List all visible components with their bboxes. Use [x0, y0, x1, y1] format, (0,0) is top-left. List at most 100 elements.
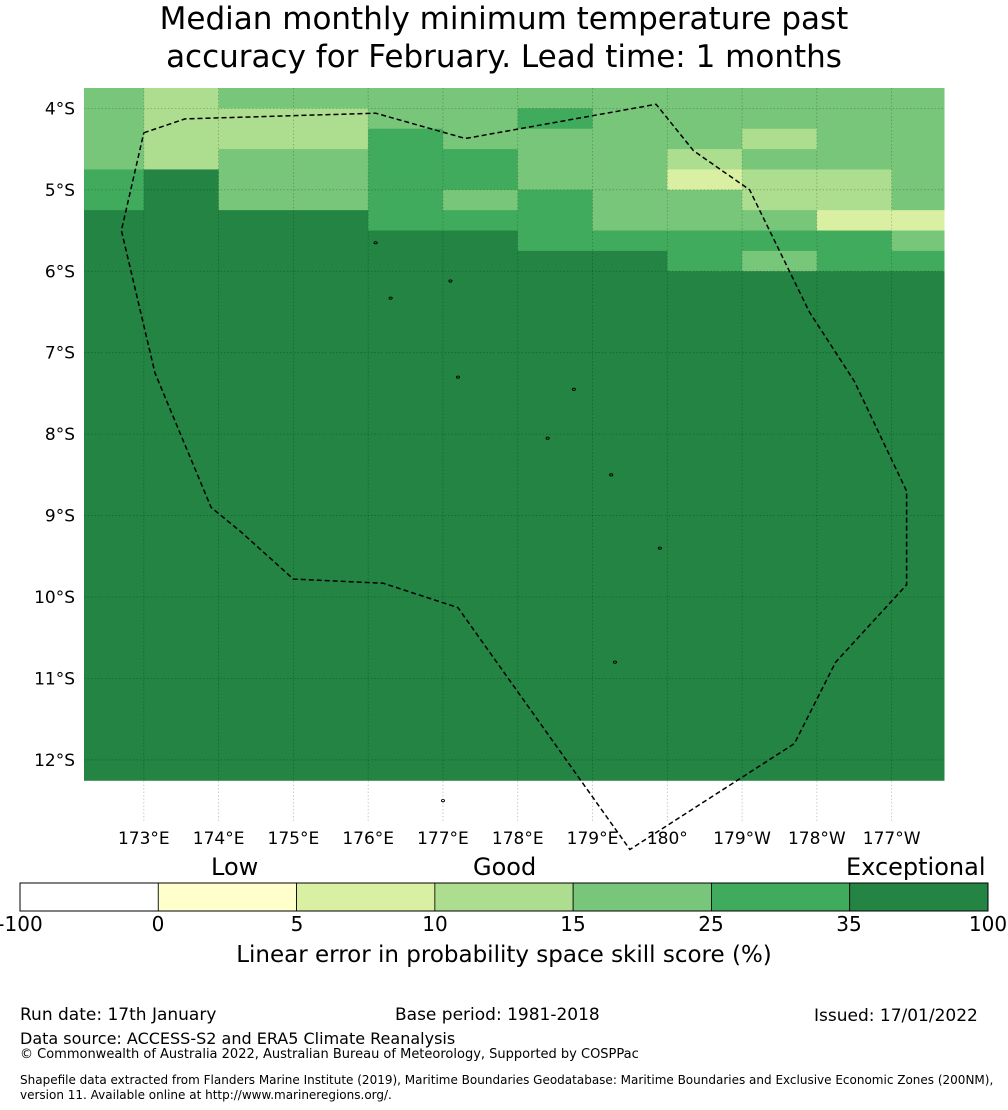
grid-cell	[742, 291, 818, 313]
grid-cell	[368, 169, 444, 191]
base-period: Base period: 1981-2018	[395, 1005, 600, 1025]
grid-cell	[84, 576, 145, 598]
run-date: Run date: 17th January	[20, 1005, 217, 1025]
grid-cell	[84, 352, 145, 374]
grid-cell	[442, 230, 519, 252]
colorbar-category-low: Low	[211, 853, 259, 881]
grid-cell	[667, 108, 743, 130]
grid-cell	[517, 576, 594, 598]
grid-cell	[368, 739, 444, 761]
grid-cell	[368, 393, 444, 415]
grid-cell	[517, 759, 594, 781]
grid-cell	[517, 413, 594, 435]
grid-cell	[143, 597, 220, 618]
grid-cell	[84, 759, 145, 781]
chart-title: Median monthly minimum temperature past …	[0, 0, 1008, 76]
grid-cell	[667, 169, 743, 191]
grid-cell	[368, 454, 444, 476]
grid-cell	[218, 535, 294, 557]
grid-cell	[667, 393, 743, 415]
grid-cell	[816, 719, 893, 741]
grid-cell	[143, 393, 220, 415]
grid-cell	[218, 454, 294, 476]
latitude-labels: 4°S 5°S 6°S 7°S 8°S 9°S 10°S 11°S 12°S	[34, 99, 75, 771]
grid-cell	[742, 332, 818, 354]
grid-cell	[84, 556, 145, 578]
grid-cell	[218, 637, 294, 659]
grid-cell	[742, 556, 818, 578]
grid-cell	[816, 474, 893, 496]
grid-cell	[667, 739, 743, 761]
grid-cell	[891, 230, 945, 252]
grid-cell	[218, 393, 294, 415]
grid-cell	[442, 373, 519, 394]
grid-cell	[592, 576, 668, 598]
grid-cell	[442, 189, 519, 211]
grid-cell	[368, 474, 444, 496]
grid-cell	[891, 169, 945, 191]
grid-cell	[84, 128, 145, 150]
grid-cell	[218, 169, 294, 191]
grid-cell	[218, 88, 294, 109]
grid-cell	[517, 393, 594, 415]
grid-cell	[891, 311, 945, 333]
grid-cell	[891, 698, 945, 720]
grid-cell	[143, 678, 220, 700]
grid-cell	[816, 637, 893, 659]
grid-cell	[293, 454, 369, 476]
grid-cell	[517, 169, 594, 191]
grid-cell	[293, 393, 369, 415]
grid-cell	[592, 149, 668, 170]
grid-cell	[84, 189, 145, 211]
grid-cell	[592, 230, 668, 252]
grid-cell	[442, 311, 519, 333]
grid-cell	[891, 576, 945, 598]
grid-cell	[592, 169, 668, 191]
grid-cell	[742, 189, 818, 211]
grid-cell	[293, 210, 369, 232]
shapefile-credit-line-1: Shapefile data extracted from Flanders M…	[20, 1073, 994, 1087]
grid-cell	[84, 271, 145, 293]
grid-cell	[742, 108, 818, 130]
grid-cell	[368, 332, 444, 354]
grid-cell	[218, 678, 294, 700]
grid-cell	[742, 698, 818, 720]
grid-cell	[143, 535, 220, 557]
grid-cell	[84, 637, 145, 659]
grid-cell	[742, 434, 818, 455]
grid-cell	[517, 210, 594, 232]
grid-cell	[442, 556, 519, 578]
grid-cell	[293, 535, 369, 557]
grid-cell	[442, 250, 519, 272]
copyright: © Commonwealth of Australia 2022, Austra…	[20, 1047, 639, 1062]
skill-grid	[84, 88, 945, 781]
grid-cell	[517, 189, 594, 211]
grid-cell	[667, 434, 743, 455]
grid-cell	[667, 556, 743, 578]
grid-cell	[667, 311, 743, 333]
grid-cell	[667, 495, 743, 517]
grid-cell	[592, 332, 668, 354]
title-line-2: accuracy for February. Lead time: 1 mont…	[166, 39, 842, 75]
grid-cell	[368, 210, 444, 232]
grid-cell	[517, 149, 594, 170]
grid-cell	[667, 678, 743, 700]
grid-cell	[368, 413, 444, 435]
grid-cell	[293, 311, 369, 333]
grid-cell	[368, 617, 444, 639]
grid-cell	[368, 678, 444, 700]
grid-cell	[816, 149, 893, 170]
grid-cell	[891, 759, 945, 781]
colorbar-label: Linear error in probability space skill …	[236, 942, 772, 968]
longitude-tick-label: 174°E	[193, 829, 245, 849]
island-outline	[571, 387, 576, 391]
grid-cell	[442, 495, 519, 517]
grid-cell	[891, 739, 945, 761]
grid-cell	[891, 515, 945, 537]
grid-cell	[442, 352, 519, 374]
grid-cell	[517, 108, 594, 130]
grid-cell	[143, 332, 220, 354]
grid-cell	[84, 454, 145, 476]
grid-cell	[84, 291, 145, 313]
grid-cell	[368, 597, 444, 618]
